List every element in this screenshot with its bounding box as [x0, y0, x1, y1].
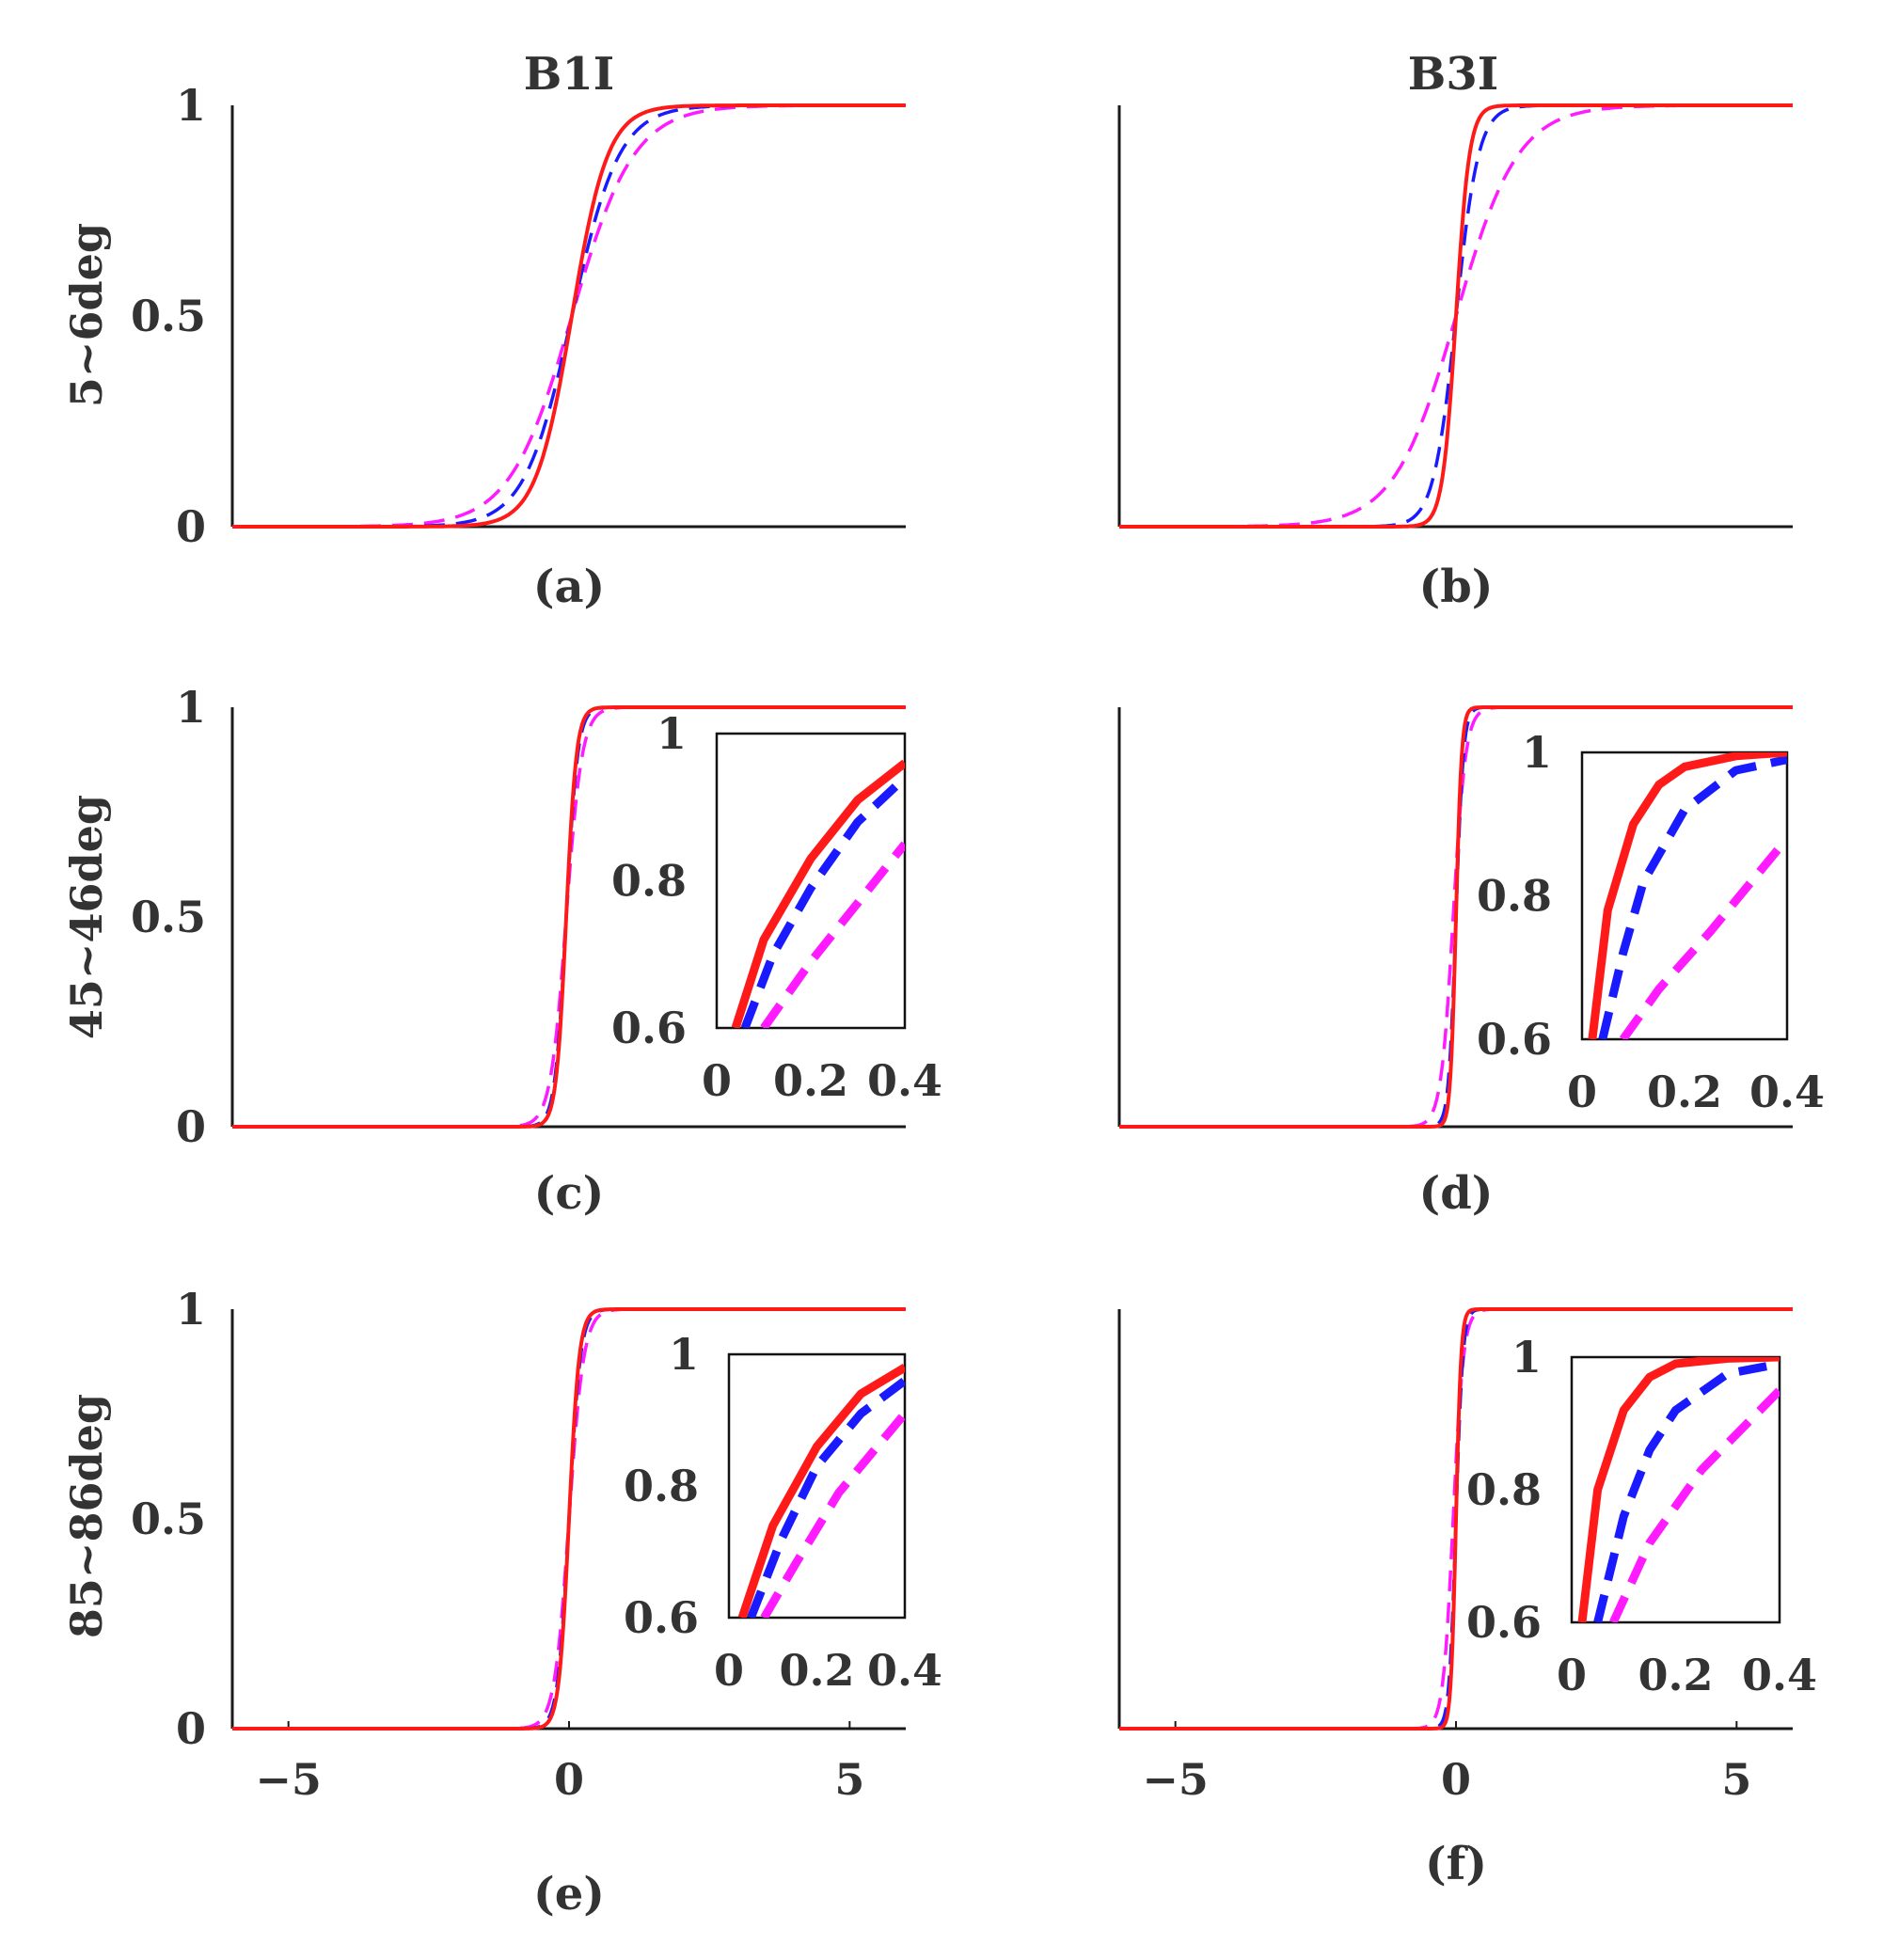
- x-tick-label: −5: [255, 1754, 322, 1805]
- inset-series-blue-d: [1598, 755, 1787, 1039]
- inset-x-tick-label: 0.4: [1742, 1650, 1817, 1700]
- inset-y-tick-label: 0.8: [1477, 871, 1552, 922]
- inset-x-tick-label: 0.4: [1749, 1067, 1825, 1117]
- inset-c: 0.6 0.8 1 0 0.2 0.4: [611, 708, 942, 1106]
- series-red-c: [231, 705, 907, 1129]
- series-blue-a: [231, 103, 907, 529]
- inset-y-tick-label: 1: [657, 708, 687, 759]
- inset-x-tick-label: 0: [1567, 1067, 1597, 1117]
- y-tick-label: 1: [176, 682, 206, 733]
- y-tick-label: 1: [176, 80, 206, 131]
- panel-f: −5 0 5 0.6 0.8 1 0 0.2 0.4 (f): [1117, 1307, 1817, 1890]
- inset-series-red-c: [731, 759, 905, 1028]
- inset-series-magenta-d: [1619, 835, 1787, 1039]
- inset-e: 0.6 0.8 1 0 0.2 0.4: [624, 1329, 942, 1696]
- inset-x-tick-label: 0: [714, 1645, 744, 1696]
- row-label-3: 85~86deg: [61, 1394, 112, 1638]
- caption-a: (a): [533, 561, 606, 613]
- inset-y-tick-label: 1: [669, 1329, 699, 1380]
- inset-series-red-f: [1577, 1357, 1780, 1622]
- y-tick-label: 0: [176, 501, 206, 552]
- inset-series-red-d: [1588, 752, 1787, 1039]
- inset-y-tick-label: 0.6: [1477, 1014, 1552, 1065]
- x-tick-label: 0: [554, 1754, 584, 1805]
- inset-y-tick-label: 0.8: [624, 1461, 699, 1511]
- inset-y-tick-label: 0.6: [611, 1003, 687, 1053]
- inset-series-red-e: [737, 1364, 905, 1618]
- inset-frame-f: [1570, 1355, 1781, 1624]
- series-magenta-a: [231, 103, 907, 529]
- inset-x-tick-label: 0.2: [1647, 1067, 1722, 1117]
- inset-series-magenta-c: [760, 841, 905, 1028]
- row-label-1: 5~6deg: [61, 223, 112, 407]
- inset-x-tick-label: 0.2: [773, 1055, 848, 1106]
- column-title-b3i: B3I: [1408, 48, 1498, 101]
- caption-f: (f): [1425, 1838, 1487, 1890]
- inset-x-tick-label: 0: [702, 1055, 732, 1106]
- inset-d: 0.6 0.8 1 0 0.2 0.4: [1477, 727, 1825, 1117]
- x-tick-label: −5: [1142, 1754, 1209, 1805]
- series-red-f: [1118, 1307, 1794, 1731]
- inset-y-tick-label: 0.6: [1466, 1597, 1542, 1648]
- series-red-a: [231, 103, 907, 529]
- panel-b: (b): [1117, 103, 1794, 613]
- y-tick-label: 0.5: [131, 1494, 206, 1544]
- panel-d: 0.6 0.8 1 0 0.2 0.4 (d): [1117, 705, 1825, 1220]
- inset-x-tick-label: 0.2: [1638, 1650, 1713, 1700]
- inset-series-magenta-e: [760, 1411, 905, 1618]
- inset-y-tick-label: 0.8: [611, 856, 687, 907]
- x-tick-label: 0: [1441, 1754, 1471, 1805]
- panel-c: 0 0.5 1 0.6 0.8 1 0 0.2 0.4 (c): [131, 682, 942, 1220]
- inset-y-tick-label: 1: [1522, 727, 1552, 778]
- caption-e: (e): [533, 1868, 605, 1920]
- inset-x-tick-label: 0.4: [867, 1055, 942, 1106]
- inset-x-tick-label: 0: [1557, 1650, 1587, 1700]
- inset-series-magenta-f: [1609, 1387, 1780, 1622]
- inset-y-tick-label: 0.8: [1466, 1464, 1542, 1515]
- series-red-e: [231, 1307, 907, 1731]
- y-tick-label: 1: [176, 1284, 206, 1335]
- caption-c: (c): [534, 1167, 605, 1220]
- panel-e: 0 0.5 1 −5 0 5 0.6 0.8 1 0 0.2 0.4 (e): [131, 1284, 942, 1920]
- caption-d: (d): [1419, 1167, 1494, 1220]
- inset-y-tick-label: 0.6: [624, 1592, 699, 1643]
- y-tick-label: 0.5: [131, 892, 206, 942]
- series-red-d: [1118, 705, 1794, 1129]
- inset-x-tick-label: 0.2: [779, 1645, 854, 1696]
- inset-series-blue-f: [1593, 1359, 1780, 1622]
- row-label-2: 45~46deg: [61, 795, 112, 1039]
- caption-b: (b): [1419, 561, 1494, 613]
- inset-f: 0.6 0.8 1 0 0.2 0.4: [1466, 1332, 1817, 1700]
- y-tick-label: 0: [176, 1703, 206, 1754]
- x-tick-label: 5: [1721, 1754, 1751, 1805]
- inset-series-blue-e: [747, 1377, 905, 1618]
- y-tick-label: 0: [176, 1101, 206, 1152]
- column-title-b1i: B1I: [524, 48, 614, 101]
- y-tick-label: 0.5: [131, 291, 206, 341]
- series-red-b: [1118, 103, 1794, 529]
- inset-y-tick-label: 1: [1511, 1332, 1542, 1383]
- panel-a: 0 0.5 1 (a): [131, 80, 907, 613]
- x-tick-label: 5: [834, 1754, 864, 1805]
- inset-x-tick-label: 0.4: [867, 1645, 942, 1696]
- inset-series-blue-c: [740, 774, 905, 1028]
